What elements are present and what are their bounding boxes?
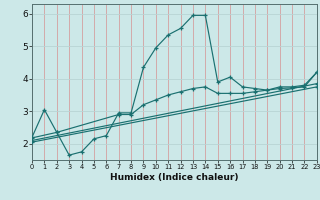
X-axis label: Humidex (Indice chaleur): Humidex (Indice chaleur) — [110, 173, 239, 182]
